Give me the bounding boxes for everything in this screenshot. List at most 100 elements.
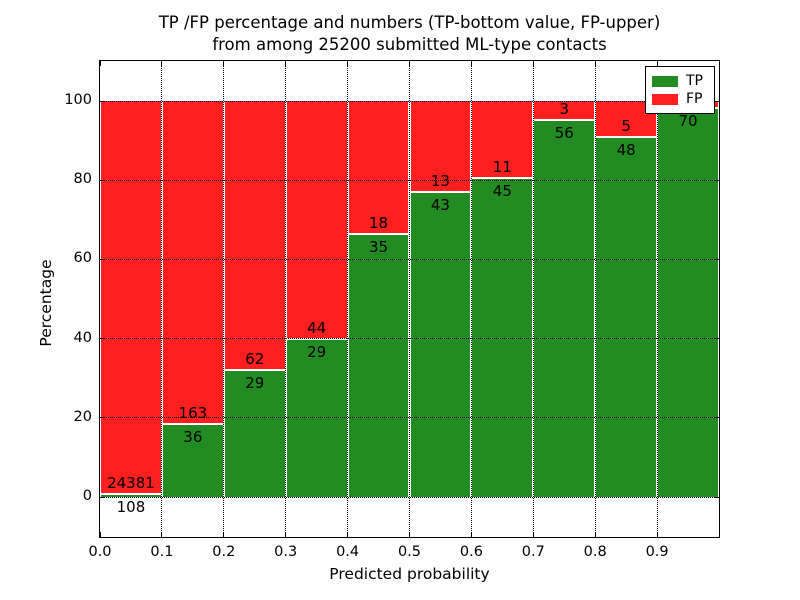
y-tick-mark <box>100 179 105 181</box>
y-tick-label: 60 <box>73 250 92 267</box>
y-tick-mark <box>100 417 105 419</box>
x-tick-mark <box>594 532 596 537</box>
y-tick-label: 20 <box>73 408 92 425</box>
fp-count-label: 24381 <box>107 474 155 493</box>
y-tick-mark-right <box>714 179 719 181</box>
y-tick-mark <box>100 338 105 340</box>
x-tick-mark-top <box>285 61 287 66</box>
bar-segment-fp <box>409 101 472 193</box>
gridline-vertical <box>161 61 163 537</box>
gridline-vertical <box>409 61 410 537</box>
x-tick-mark <box>409 532 410 537</box>
x-tick-mark <box>161 532 163 537</box>
bar-segment-fp <box>285 101 348 340</box>
gridline-vertical <box>656 61 658 537</box>
tp-count-label: 45 <box>492 181 512 200</box>
fp-count-label: 163 <box>178 404 208 423</box>
x-tick-mark <box>532 532 534 537</box>
x-tick-mark <box>470 532 472 537</box>
gridline-vertical <box>223 61 225 537</box>
chart-title-line2: from among 25200 submitted ML-type conta… <box>212 35 607 54</box>
tp-count-label: 29 <box>245 373 265 392</box>
bar-segment-tp <box>285 339 348 497</box>
fp-count-label: 44 <box>307 318 327 337</box>
y-tick-mark-right <box>714 417 719 419</box>
gridline-horizontal <box>100 100 719 102</box>
y-tick-mark <box>100 258 105 260</box>
legend-label-fp: FP <box>686 91 703 107</box>
gridline-vertical <box>285 61 287 537</box>
x-tick-mark-top <box>347 61 349 66</box>
x-tick-mark-top <box>656 61 658 66</box>
legend-swatch-fp <box>652 93 678 105</box>
x-tick-label: 0.8 <box>583 544 607 560</box>
legend-swatch-tp <box>652 75 678 87</box>
x-tick-mark <box>223 532 225 537</box>
x-tick-mark-top <box>409 61 410 66</box>
bar-segment-tp <box>471 178 534 497</box>
x-tick-label: 0.2 <box>212 544 236 560</box>
bar-segment-fp <box>347 101 410 236</box>
y-tick-mark <box>100 496 105 498</box>
bar-segment-tp <box>657 108 719 497</box>
bar-segment-fp <box>100 101 162 496</box>
y-tick-label: 80 <box>73 171 92 188</box>
bar-segment-tp <box>347 235 410 497</box>
y-tick-label: 40 <box>73 329 92 346</box>
gridline-horizontal <box>100 496 719 498</box>
bar-segment-tp <box>595 138 658 497</box>
x-tick-label: 0.0 <box>88 544 112 560</box>
y-tick-mark-right <box>714 338 719 340</box>
chart-title-line1: TP /FP percentage and numbers (TP-bottom… <box>158 13 661 32</box>
x-tick-label: 0.9 <box>645 544 669 560</box>
bar-segment-tp <box>409 192 472 497</box>
y-tick-mark-right <box>714 258 719 260</box>
x-tick-label: 0.5 <box>397 544 422 560</box>
y-tick-mark-right <box>714 100 719 102</box>
fp-count-label: 3 <box>559 100 570 119</box>
x-tick-mark <box>656 532 658 537</box>
x-tick-mark-top <box>532 61 534 66</box>
gridline-horizontal <box>100 338 719 340</box>
x-axis-label: Predicted probability <box>329 565 490 583</box>
x-tick-label: 0.6 <box>459 544 483 560</box>
fp-count-label: 13 <box>430 171 450 190</box>
tp-count-label: 36 <box>183 428 203 447</box>
legend-row-tp: TP <box>652 74 708 88</box>
plot-area: 24381 108 163 36 62 29 44 29 18 35 13 43 11 45 3 56 5 48 7… <box>99 60 720 538</box>
tp-count-label: 29 <box>307 342 327 361</box>
bar-segment-fp <box>161 101 224 426</box>
fp-count-label: 18 <box>369 214 389 233</box>
y-tick-label: 100 <box>64 92 92 108</box>
x-tick-mark-top <box>161 61 163 66</box>
bar-segment-tp <box>533 121 596 497</box>
x-tick-mark <box>347 532 349 537</box>
x-tick-mark-top <box>470 61 472 66</box>
tp-count-label: 56 <box>554 124 574 143</box>
tp-count-label: 48 <box>616 141 636 160</box>
x-tick-mark-top <box>594 61 596 66</box>
legend-label-tp: TP <box>686 73 703 89</box>
tp-count-label: 70 <box>678 111 698 130</box>
y-tick-mark-right <box>714 496 719 498</box>
gridline-vertical <box>532 61 534 537</box>
x-tick-mark <box>285 532 287 537</box>
gridline-vertical <box>347 61 349 537</box>
x-tick-mark <box>99 532 101 537</box>
gridline-horizontal <box>100 179 719 181</box>
chart-title: TP /FP percentage and numbers (TP-bottom… <box>99 12 720 56</box>
gridline-vertical <box>594 61 596 537</box>
fp-count-label: 5 <box>621 117 631 136</box>
x-tick-label: 0.4 <box>336 544 360 560</box>
gridline-vertical <box>470 61 472 537</box>
x-tick-label: 0.3 <box>274 544 298 560</box>
gridline-horizontal <box>100 417 719 419</box>
tp-count-label: 108 <box>116 498 146 517</box>
x-tick-mark-top <box>223 61 225 66</box>
legend-row-fp: FP <box>652 92 708 106</box>
tp-count-label: 35 <box>369 238 389 257</box>
y-tick-label: 0 <box>82 488 92 504</box>
legend: TP FP <box>645 66 715 114</box>
gridline-horizontal <box>100 258 719 260</box>
